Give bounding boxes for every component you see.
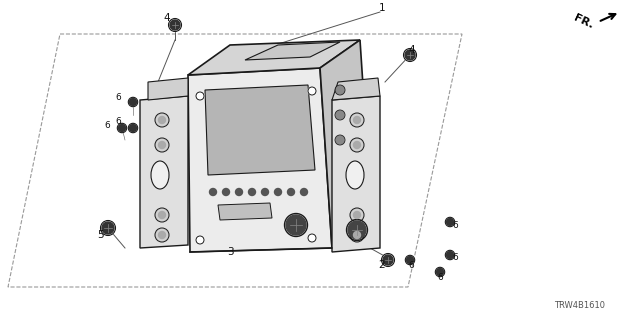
Circle shape [353, 212, 360, 219]
Circle shape [155, 208, 169, 222]
Circle shape [346, 220, 367, 241]
Circle shape [170, 20, 180, 30]
Circle shape [100, 220, 115, 236]
Text: 4: 4 [409, 45, 415, 55]
Text: 6: 6 [115, 92, 121, 101]
Circle shape [350, 208, 364, 222]
Circle shape [117, 123, 127, 133]
Circle shape [128, 97, 138, 107]
Circle shape [405, 50, 415, 60]
Circle shape [102, 222, 114, 234]
Circle shape [223, 188, 230, 196]
Circle shape [353, 141, 360, 148]
Text: 1: 1 [379, 3, 385, 13]
Circle shape [383, 255, 393, 265]
Circle shape [350, 138, 364, 152]
Circle shape [285, 213, 307, 236]
Circle shape [436, 268, 444, 276]
Circle shape [350, 228, 364, 242]
Circle shape [447, 252, 454, 259]
Circle shape [445, 250, 454, 260]
Circle shape [129, 99, 136, 106]
Text: 4: 4 [164, 13, 170, 23]
Circle shape [159, 231, 166, 238]
Polygon shape [148, 78, 188, 100]
Circle shape [262, 188, 269, 196]
Ellipse shape [151, 161, 169, 189]
Circle shape [196, 236, 204, 244]
Circle shape [350, 113, 364, 127]
Polygon shape [332, 96, 380, 252]
Text: 6: 6 [437, 274, 443, 283]
Text: 6: 6 [115, 117, 121, 126]
Circle shape [159, 212, 166, 219]
Circle shape [196, 92, 204, 100]
Circle shape [128, 123, 138, 133]
Polygon shape [205, 85, 315, 175]
Circle shape [336, 136, 344, 144]
Text: FR.: FR. [572, 13, 595, 31]
Text: 3: 3 [227, 247, 234, 257]
Polygon shape [188, 40, 360, 75]
Circle shape [129, 124, 136, 132]
Circle shape [118, 124, 125, 132]
Circle shape [159, 141, 166, 148]
Polygon shape [320, 40, 372, 248]
Circle shape [168, 19, 182, 31]
Circle shape [275, 188, 282, 196]
Polygon shape [245, 42, 340, 60]
Circle shape [403, 49, 417, 61]
Circle shape [381, 253, 394, 267]
Circle shape [348, 221, 366, 239]
Polygon shape [140, 96, 188, 248]
Circle shape [336, 111, 344, 119]
Circle shape [405, 255, 415, 265]
Circle shape [445, 217, 454, 227]
Text: 5: 5 [97, 230, 103, 240]
Text: 6: 6 [104, 121, 110, 130]
Circle shape [209, 188, 216, 196]
Circle shape [435, 267, 445, 277]
Circle shape [159, 116, 166, 124]
Circle shape [155, 113, 169, 127]
Ellipse shape [346, 161, 364, 189]
Circle shape [301, 188, 307, 196]
Circle shape [236, 188, 243, 196]
Circle shape [155, 228, 169, 242]
Text: TRW4B1610: TRW4B1610 [554, 301, 605, 310]
Circle shape [286, 215, 306, 235]
Polygon shape [332, 78, 380, 100]
Circle shape [406, 257, 413, 263]
Text: 6: 6 [452, 253, 458, 262]
Text: 6: 6 [408, 260, 414, 269]
Circle shape [336, 86, 344, 94]
Circle shape [308, 234, 316, 242]
Circle shape [155, 138, 169, 152]
Polygon shape [218, 203, 272, 220]
Polygon shape [188, 68, 332, 252]
Circle shape [353, 116, 360, 124]
Circle shape [353, 231, 360, 238]
Circle shape [287, 188, 294, 196]
Text: 6: 6 [452, 220, 458, 229]
Circle shape [308, 87, 316, 95]
Circle shape [248, 188, 255, 196]
Text: 2: 2 [379, 260, 385, 270]
Circle shape [447, 219, 454, 226]
